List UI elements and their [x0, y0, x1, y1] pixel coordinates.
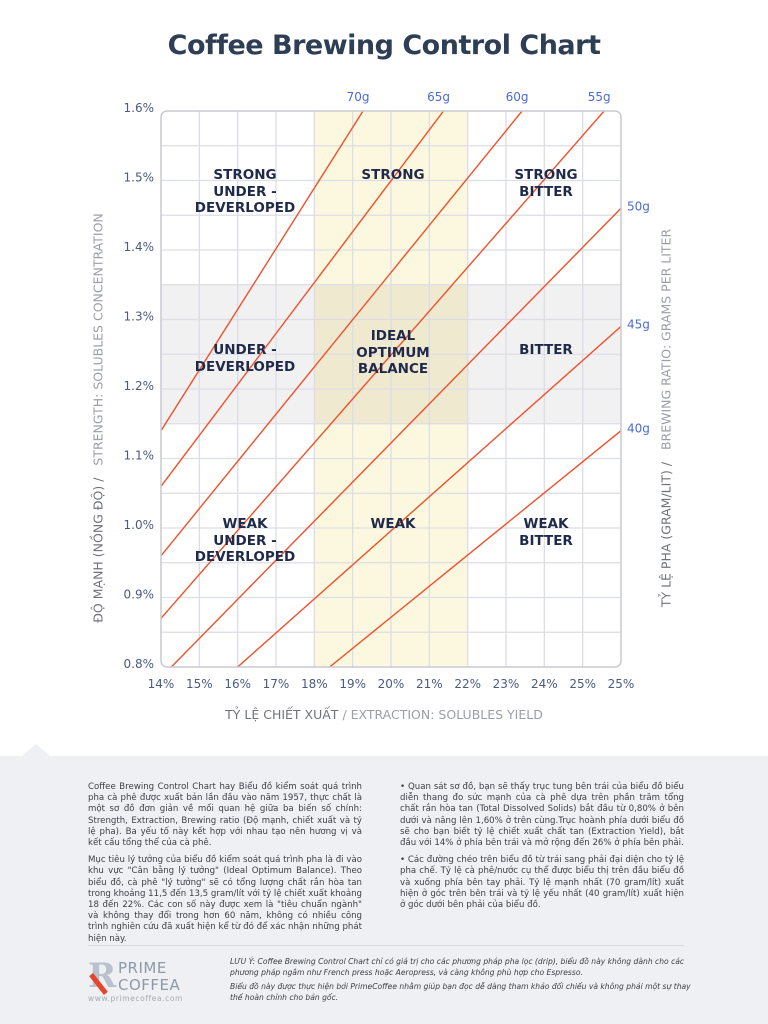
- zone-label-line: STRONG: [213, 167, 277, 183]
- ratio-line-50g: [170, 207, 621, 667]
- ratio-label-65g: 65g: [427, 90, 450, 104]
- y2-axis-label: TỶ LỆ PHA (GRAM/LIT) / BREWING RATIO: GR…: [659, 229, 674, 607]
- ratio-label-40g: 40g: [627, 422, 650, 436]
- x-axis-label: TỶ LỆ CHIẾT XUẤT / EXTRACTION: SOLUBLES …: [0, 707, 768, 722]
- y2-axis-label-en: BREWING RATIO: GRAMS PER LITER: [658, 228, 674, 451]
- ratio-label-70g: 70g: [347, 90, 370, 104]
- zone-label-line: UNDER -: [213, 342, 277, 358]
- y-tick-label: 1.3%: [124, 310, 155, 324]
- x-tick-label: 21%: [416, 677, 443, 691]
- logo-text-prime: PRIME: [118, 959, 167, 977]
- zone-label: BITTER: [466, 342, 626, 359]
- zone-label-line: BITTER: [519, 342, 573, 358]
- zone-label: STRONG BITTER: [466, 167, 626, 200]
- zone-label-line: OPTIMUM: [356, 344, 430, 361]
- ratio-line-60g: [161, 111, 523, 557]
- zone-label-line: BALANCE: [357, 361, 429, 377]
- zone-label-line: IDEAL: [370, 328, 416, 344]
- zone-label-line: UNDER -: [213, 532, 277, 549]
- y-tick-label: 1.2%: [124, 379, 155, 393]
- description-paragraph: Mục tiêu lý tưởng của biểu đồ kiểm soát …: [88, 855, 362, 944]
- logo-text-coffea: COFFEA: [118, 976, 181, 994]
- ratio-label-50g: 50g: [627, 199, 650, 213]
- x-tick-label: 25%: [569, 677, 596, 691]
- description-bullet: • Quan sát sơ đồ, bạn sẽ thấy trục tung …: [400, 782, 684, 849]
- x-tick-label: 19%: [339, 677, 366, 691]
- x-tick-label: 20%: [378, 677, 405, 691]
- footer-note: LƯU Ý: Coffee Brewing Control Chart chỉ …: [230, 957, 698, 1007]
- x-tick-label: 15%: [186, 677, 213, 691]
- zone-label: STRONG UNDER - DEVERLOPED: [165, 167, 325, 217]
- zone-label-line: DEVERLOPED: [194, 549, 296, 565]
- description-left: Coffee Brewing Control Chart hay Biểu đồ…: [88, 782, 362, 951]
- x-tick-label: 14%: [148, 677, 175, 691]
- y-axis-label-en: STRENGTH: SOLUBLES CONCENTRATION: [90, 213, 106, 466]
- x-tick-label: 23%: [493, 677, 520, 691]
- zone-label: WEAK: [313, 516, 473, 533]
- zone-label-line: DEVERLOPED: [194, 358, 296, 375]
- x-tick-label: 17%: [263, 677, 290, 691]
- zone-label-line: BITTER: [519, 183, 573, 200]
- y-tick-label: 1.6%: [124, 101, 155, 115]
- ratio-label-60g: 60g: [506, 90, 529, 104]
- zone-label: WEAK UNDER - DEVERLOPED: [165, 516, 325, 566]
- ratio-label-45g: 45g: [627, 317, 650, 331]
- description-paragraph: Coffee Brewing Control Chart hay Biểu đồ…: [88, 782, 362, 849]
- description-panel: [0, 756, 768, 1024]
- x-tick-label: 25%: [608, 677, 635, 691]
- zone-label-line: BITTER: [519, 532, 573, 549]
- y-tick-label: 1.5%: [124, 171, 155, 185]
- x-tick-label: 24%: [531, 677, 558, 691]
- x-axis-label-en: / EXTRACTION: SOLUBLES YIELD: [342, 707, 543, 722]
- zone-label-line: WEAK: [523, 516, 569, 532]
- footer-note-disclaimer: LƯU Ý: Coffee Brewing Control Chart chỉ …: [230, 957, 685, 977]
- ratio-line-55g: [161, 111, 605, 619]
- zone-label: WEAK BITTER: [466, 516, 626, 549]
- footer-note-credit: Biểu đồ này được thực hiện bởi PrimeCoff…: [230, 982, 691, 1002]
- y-tick-label: 1.4%: [124, 240, 155, 254]
- plot-border: [160, 110, 622, 668]
- panel-notch: [22, 744, 50, 756]
- ratio-label-55g: 55g: [588, 90, 611, 104]
- y-axis-label-vi: ĐỘ MẠNH (NỒNG ĐỘ) /: [90, 477, 106, 623]
- zone-label: STRONG: [313, 167, 473, 184]
- zone-label: IDEAL OPTIMUM BALANCE: [313, 328, 473, 378]
- zone-label-line: WEAK: [370, 516, 416, 532]
- y-tick-label: 1.0%: [124, 518, 155, 532]
- ratio-line-65g: [161, 111, 445, 487]
- ratio-line-40g: [329, 430, 621, 667]
- zone-label-line: WEAK: [222, 516, 268, 532]
- ratio-line-70g: [161, 111, 364, 432]
- zone-label-line: STRONG: [514, 167, 578, 183]
- y-tick-label: 0.8%: [124, 657, 155, 671]
- description-right: • Quan sát sơ đồ, bạn sẽ thấy trục tung …: [400, 782, 684, 917]
- logo-url: www.primecoffea.com: [88, 994, 183, 1003]
- x-tick-label: 16%: [224, 677, 251, 691]
- x-tick-label: 22%: [454, 677, 481, 691]
- zone-label-line: STRONG: [361, 167, 425, 183]
- x-tick-label: 18%: [301, 677, 328, 691]
- y-tick-label: 1.1%: [124, 449, 155, 463]
- y2-axis-label-vi: TỶ LỆ PHA (GRAM/LIT) /: [658, 461, 674, 608]
- y-tick-label: 0.9%: [124, 588, 155, 602]
- zone-label-line: UNDER -: [213, 183, 277, 200]
- zone-label: UNDER - DEVERLOPED: [165, 342, 325, 375]
- x-axis-label-vi: TỶ LỆ CHIẾT XUẤT: [225, 707, 339, 722]
- primecoffea-logo: R PRIME COFFEA www.primecoffea.com: [88, 958, 198, 1008]
- ratio-line-45g: [237, 325, 621, 667]
- divider: [88, 945, 684, 946]
- y-axis-label: ĐỘ MẠNH (NỒNG ĐỘ) / STRENGTH: SOLUBLES C…: [91, 213, 106, 623]
- page-title: Coffee Brewing Control Chart: [167, 30, 601, 61]
- description-bullet: • Các đường chéo trên biểu đồ từ trái sa…: [400, 855, 684, 911]
- zone-label-line: DEVERLOPED: [194, 200, 296, 216]
- brewing-control-chart: 70g 65g 60g 55g 50g 45g 40g 14% 15% 16% 17% 18% 19% 2…: [124, 90, 650, 691]
